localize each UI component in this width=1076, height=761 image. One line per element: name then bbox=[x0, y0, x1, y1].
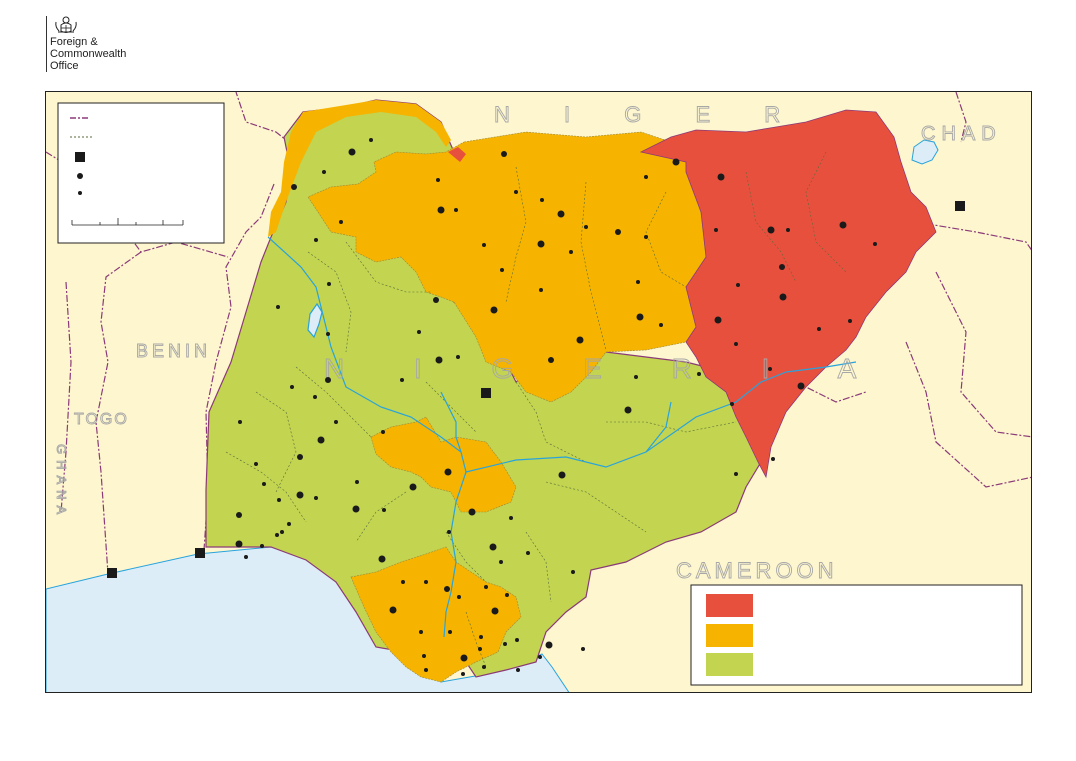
capital-porto-novo bbox=[195, 548, 205, 558]
amber-zone-central bbox=[370, 416, 517, 513]
capital-city-square bbox=[75, 152, 85, 162]
red-zone-north-spot bbox=[448, 147, 466, 162]
capital-ndjamena bbox=[955, 201, 965, 211]
red-zone-swatch bbox=[706, 594, 753, 617]
label-niger: N I G E R bbox=[494, 102, 804, 127]
rivers bbox=[267, 236, 857, 638]
country-labels: N I G E R CHAD BENIN TOGO N I G E R I A … bbox=[54, 102, 1002, 584]
state-boundaries bbox=[225, 151, 847, 668]
fco-organisation-name: Foreign & Commonwealth Office bbox=[50, 36, 127, 72]
amber-zone-north bbox=[307, 131, 707, 403]
royal-coat-of-arms-icon bbox=[55, 16, 77, 33]
major-city-dot bbox=[77, 173, 83, 179]
town-dot bbox=[78, 191, 82, 195]
green-zone-swatch bbox=[706, 653, 753, 676]
capital-cities bbox=[107, 201, 965, 578]
town-dots bbox=[235, 138, 877, 676]
amber-zone-northwest-strip bbox=[268, 100, 451, 237]
nigeria-travel-advice-map: N I G E R CHAD BENIN TOGO N I G E R I A … bbox=[46, 92, 1031, 692]
map-frame: N I G E R CHAD BENIN TOGO N I G E R I A … bbox=[45, 91, 1032, 693]
label-cameroon: CAMEROON bbox=[676, 558, 838, 583]
capital-lome bbox=[107, 568, 117, 578]
capital-abuja bbox=[481, 388, 491, 398]
scale-bar bbox=[71, 218, 184, 226]
label-ghana: GHANA bbox=[54, 444, 69, 520]
fco-logo: Foreign & Commonwealth Office bbox=[46, 16, 170, 72]
label-benin: BENIN bbox=[136, 341, 211, 361]
label-chad: CHAD bbox=[921, 123, 1002, 145]
label-togo: TOGO bbox=[74, 411, 129, 428]
amber-zone-swatch bbox=[706, 624, 753, 647]
zone-legend bbox=[690, 584, 1023, 686]
symbols-legend bbox=[57, 102, 225, 244]
label-nigeria: N I G E R I A bbox=[324, 353, 887, 384]
lake-chad bbox=[911, 139, 939, 165]
